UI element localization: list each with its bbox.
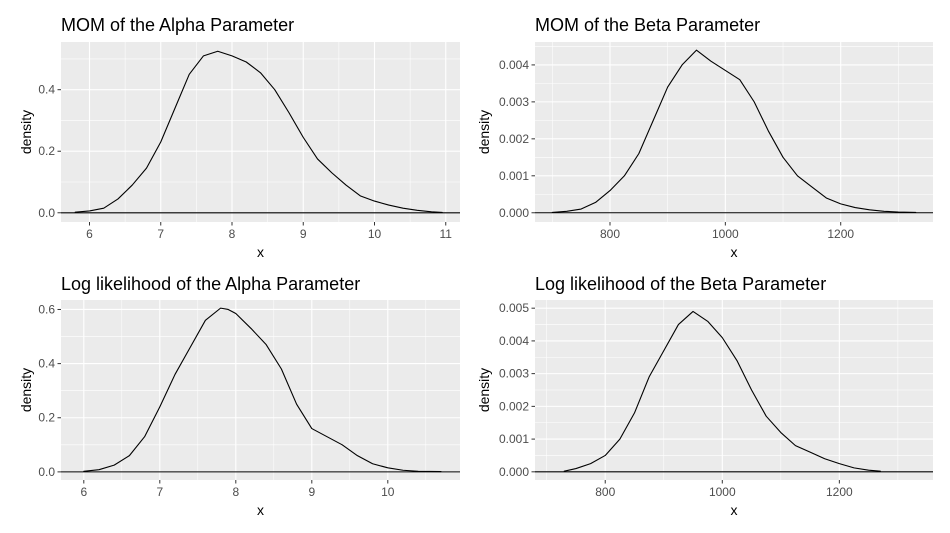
plot-area: 6 7 8 9 10 0.0 0.2 0.4 0.6 <box>38 300 460 499</box>
x-tick-label: 6 <box>80 485 87 499</box>
chart-mom-beta: MOM of the Beta Parameter x density 800 1… <box>476 15 933 260</box>
y-axis-label: density <box>18 368 34 412</box>
y-tick-label: 0.2 <box>38 411 55 425</box>
x-tick-label: 10 <box>381 485 395 499</box>
x-axis-label: x <box>731 244 738 260</box>
chart-title: Log likelihood of the Beta Parameter <box>535 274 826 294</box>
x-tick-label: 1000 <box>712 227 739 241</box>
x-tick-label: 9 <box>308 485 315 499</box>
y-tick-label: 0.000 <box>499 206 529 220</box>
y-tick-label: 0.0 <box>38 465 55 479</box>
panel-background <box>61 300 460 480</box>
x-tick-label: 1200 <box>826 485 853 499</box>
x-tick-label: 800 <box>595 485 615 499</box>
y-tick-label: 0.2 <box>38 144 55 158</box>
y-axis-label: density <box>18 110 34 154</box>
panel-background <box>61 42 460 222</box>
x-tick-label: 10 <box>368 227 382 241</box>
chart-mom-alpha: MOM of the Alpha Parameter x density 6 7 8… <box>18 15 460 260</box>
y-tick-label: 0.005 <box>499 301 529 315</box>
x-tick-label: 8 <box>229 227 236 241</box>
x-axis-label: x <box>731 502 738 518</box>
chart-title: MOM of the Beta Parameter <box>535 15 760 35</box>
y-tick-label: 0.004 <box>499 58 529 72</box>
x-axis-label: x <box>257 244 264 260</box>
x-tick-label: 6 <box>86 227 93 241</box>
density-curve <box>74 50 443 214</box>
y-tick-label: 0.001 <box>499 432 529 446</box>
chart-loglik-beta: Log likelihood of the Beta Parameter x d… <box>476 274 933 518</box>
plot-area: 800 1000 1200 0.000 0.001 0.002 0.003 0.004 0.00… <box>499 300 933 499</box>
y-tick-label: 0.000 <box>499 465 529 479</box>
x-tick-label: 9 <box>300 227 307 241</box>
x-tick-label: 8 <box>232 485 239 499</box>
y-axis-label: density <box>476 110 492 154</box>
panel-background <box>535 42 933 222</box>
chart-title: Log likelihood of the Alpha Parameter <box>61 274 360 294</box>
plot-area: 6 7 8 9 10 11 0.0 0.2 0.4 <box>38 42 460 241</box>
y-tick-label: 0.002 <box>499 132 529 146</box>
x-tick-label: 11 <box>440 227 453 241</box>
y-tick-label: 0.6 <box>38 302 55 316</box>
density-curve <box>83 307 442 473</box>
y-tick-label: 0.4 <box>38 357 55 371</box>
y-tick-label: 0.003 <box>499 95 529 109</box>
plot-area: 800 1000 1200 0.000 0.001 0.002 0.003 0.004 <box>499 42 933 241</box>
y-tick-label: 0.003 <box>499 367 529 381</box>
x-tick-label: 800 <box>600 227 620 241</box>
x-axis-label: x <box>257 502 264 518</box>
x-tick-label: 1200 <box>827 227 854 241</box>
density-curve <box>563 310 881 472</box>
y-tick-label: 0.001 <box>499 169 529 183</box>
x-tick-label: 7 <box>156 485 163 499</box>
y-tick-label: 0.004 <box>499 334 529 348</box>
chart-loglik-alpha: Log likelihood of the Alpha Parameter x … <box>18 274 460 518</box>
chart-title: MOM of the Alpha Parameter <box>61 15 294 35</box>
y-tick-label: 0.002 <box>499 399 529 413</box>
x-tick-label: 7 <box>157 227 164 241</box>
y-tick-label: 0.0 <box>38 206 55 220</box>
y-axis-label: density <box>476 368 492 412</box>
y-tick-label: 0.4 <box>38 83 55 97</box>
density-curve <box>551 49 917 213</box>
x-tick-label: 1000 <box>709 485 736 499</box>
